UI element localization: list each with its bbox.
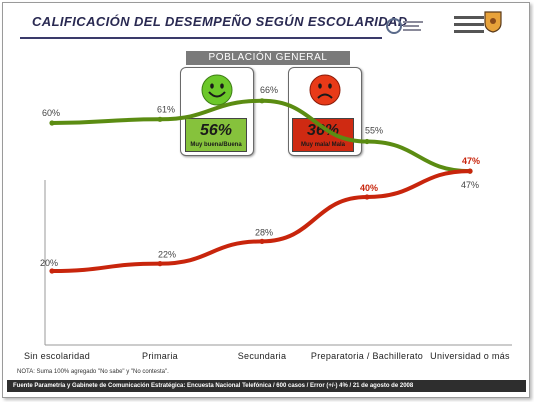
negative-rating-label: Muy mala/ Mala [300, 142, 345, 148]
x-tick-label: Primaria [142, 351, 178, 361]
data-label: 20% [40, 258, 58, 268]
gabinete-logo-icon [454, 16, 484, 33]
page-title: CALIFICACIÓN DEL DESEMPEÑO SEGÚN ESCOLAR… [32, 14, 408, 29]
data-label: 61% [157, 104, 175, 114]
data-point [157, 261, 163, 267]
title-underline [20, 37, 382, 39]
data-point [49, 268, 55, 274]
parametria-logo-icon [386, 18, 423, 34]
x-tick-label: Universidad o más [430, 351, 510, 361]
negative-rating-box: 36% Muy mala/ Mala [292, 118, 354, 152]
x-tick-label: Secundaria [238, 351, 287, 361]
positive-rating-box: 56% Muy buena/Buena [185, 118, 247, 152]
series-line [50, 169, 472, 273]
data-label: 55% [365, 126, 383, 136]
series-line [50, 98, 472, 174]
chart-note: NOTA: Suma 100% agregado "No sabe" y "No… [17, 369, 169, 375]
data-label: 40% [360, 183, 378, 193]
data-point [259, 98, 265, 104]
data-point [49, 120, 55, 126]
data-point [259, 238, 265, 244]
population-header: POBLACIÓN GENERAL [186, 51, 350, 65]
data-point [157, 116, 163, 122]
data-label: 47% [462, 156, 480, 166]
data-label: 28% [255, 227, 273, 237]
positive-rating-label: Muy buena/Buena [190, 142, 242, 148]
x-tick-label: Preparatoria / Bachillerato [311, 351, 423, 361]
shield-logo-icon [484, 11, 502, 33]
positive-rating-value: 56% [199, 122, 233, 139]
x-tick-label: Sin escolaridad [24, 351, 90, 361]
smiley-face-icon [201, 74, 233, 106]
data-point [364, 194, 370, 200]
data-point [467, 168, 473, 174]
data-point [364, 138, 370, 145]
frown-face-icon [309, 74, 341, 106]
source-footer: Fuente Parametría y Gabinete de Comunica… [7, 380, 526, 392]
slide-frame [2, 2, 530, 398]
data-label: 66% [260, 85, 278, 95]
data-label: 60% [42, 108, 60, 118]
data-label: 47% [461, 180, 479, 190]
data-label: 22% [158, 250, 176, 260]
